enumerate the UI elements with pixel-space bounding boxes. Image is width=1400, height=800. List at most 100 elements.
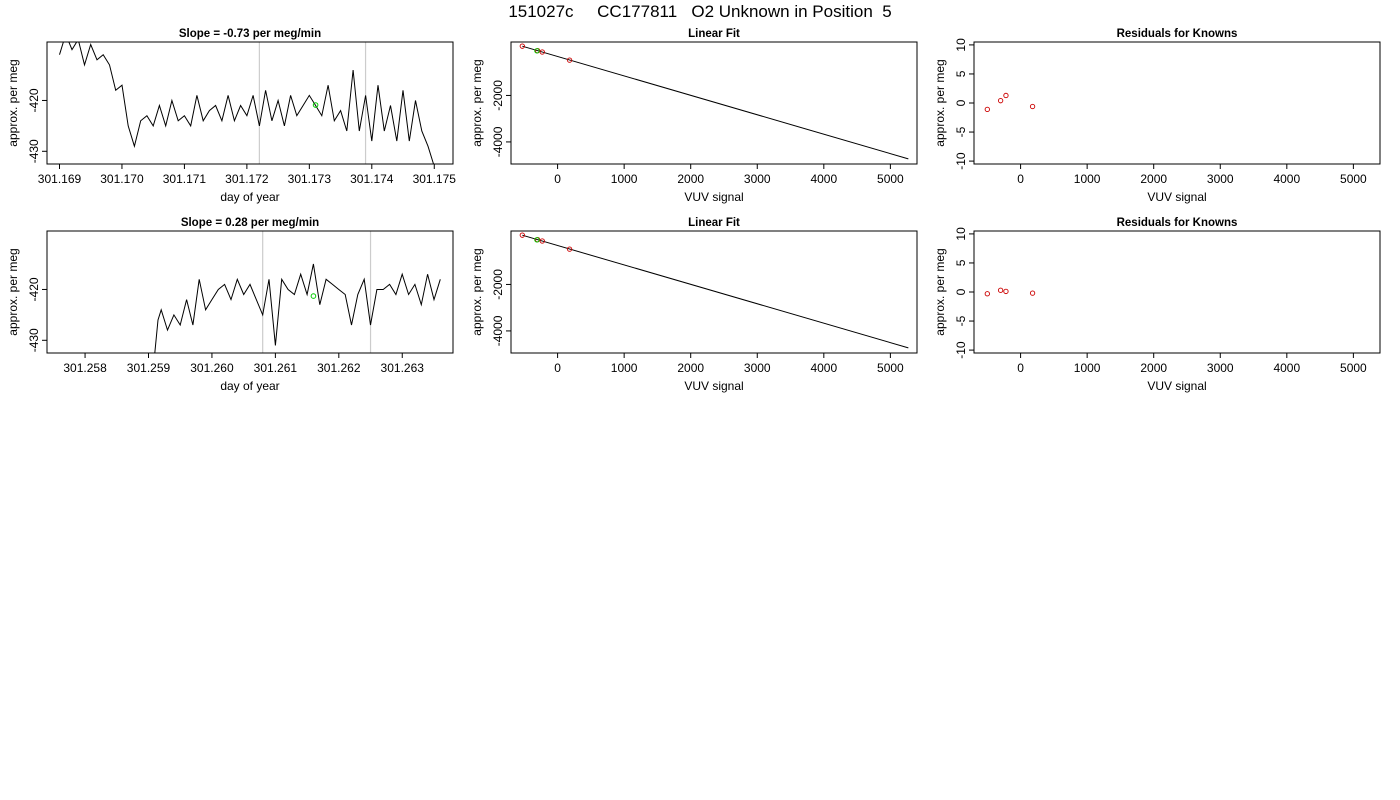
x-axis-label: VUV signal (1147, 190, 1206, 204)
x-axis-label: day of year (220, 190, 279, 204)
y-tick-label: 0 (954, 99, 968, 106)
x-tick-label: 5000 (1340, 361, 1367, 375)
plot-area (984, 287, 1036, 297)
x-tick-label: 1000 (611, 361, 638, 375)
y-tick-label: -5 (954, 126, 968, 137)
y-axis-label: approx. per meg (933, 59, 947, 146)
x-tick-label: 5000 (877, 361, 904, 375)
x-tick-label: 301.172 (225, 172, 269, 186)
known-point (519, 232, 525, 238)
unknown-point (534, 237, 540, 243)
x-tick-label: 0 (554, 361, 561, 375)
fit-line (522, 234, 909, 349)
x-tick-label: 2000 (1140, 361, 1167, 375)
known-point (539, 238, 545, 244)
x-tick-label: 3000 (744, 172, 771, 186)
plot-area (519, 232, 909, 349)
page-title: 151027c CC177811 O2 Unknown in Position … (508, 2, 892, 21)
unknown-point (310, 293, 317, 299)
y-tick-label: -420 (27, 88, 41, 112)
y-tick-label: -10 (954, 341, 968, 359)
known-point (1029, 103, 1036, 110)
known-point (566, 57, 573, 63)
x-tick-label: 301.258 (63, 361, 107, 375)
panel-title: Residuals for Knowns (1117, 28, 1238, 40)
x-tick-label: 301.259 (127, 361, 171, 375)
x-tick-label: 0 (1017, 361, 1024, 375)
panel-fit2: Linear Fit 0 1000 2000 3000 4000 5000 -2000 -400… (470, 217, 918, 393)
y-tick-label: 10 (954, 38, 968, 52)
y-tick-label: -2000 (491, 80, 505, 111)
known-point (1003, 288, 1009, 295)
panel-ts2: Slope = 0.28 per meg/min 301.258 301.259 30… (6, 217, 454, 393)
plot-area (519, 43, 909, 160)
y-tick-label: -10 (954, 152, 968, 170)
panel-title: Linear Fit (688, 28, 740, 40)
x-tick-label: 5000 (1340, 172, 1367, 186)
panel-title: Slope = 0.28 per meg/min (181, 217, 319, 229)
x-tick-label: 3000 (1207, 361, 1234, 375)
y-axis-label: approx. per meg (6, 59, 20, 146)
x-tick-label: 1000 (1074, 172, 1101, 186)
known-point (997, 287, 1004, 293)
known-point (1029, 290, 1036, 296)
x-tick-label: 301.174 (350, 172, 394, 186)
x-tick-label: 301.169 (38, 172, 82, 186)
plot-area (59, 42, 435, 164)
series-line (47, 263, 441, 353)
y-axis-label: approx. per meg (6, 248, 20, 335)
panel-title: Linear Fit (688, 217, 740, 229)
y-tick-label: -4000 (491, 126, 505, 157)
panel-title: Residuals for Knowns (1117, 217, 1238, 229)
x-tick-label: 3000 (1207, 172, 1234, 186)
plot-frame (510, 41, 918, 165)
panel-res1: Residuals for Knowns 0 1000 2000 3000 4000 500… (933, 28, 1381, 204)
plot-frame (46, 230, 454, 354)
x-tick-label: 301.261 (254, 361, 298, 375)
x-tick-label: 2000 (1140, 172, 1167, 186)
known-point (519, 43, 525, 49)
known-point (984, 106, 990, 113)
y-tick-label: -420 (27, 277, 41, 301)
x-axis-label: VUV signal (684, 190, 743, 204)
y-axis-label: approx. per meg (470, 59, 484, 146)
x-tick-label: 1000 (611, 172, 638, 186)
x-axis-label: VUV signal (684, 379, 743, 393)
y-tick-label: -4000 (491, 315, 505, 346)
panel-fit1: Linear Fit 0 1000 2000 3000 4000 5000 -2000 -400… (470, 28, 918, 204)
known-point (539, 49, 545, 55)
y-tick-label: -5 (954, 315, 968, 326)
unknown-point (312, 102, 319, 108)
panel-title: Slope = -0.73 per meg/min (179, 28, 321, 40)
fit-line (522, 45, 909, 160)
x-tick-label: 4000 (810, 172, 837, 186)
plot-frame (46, 41, 454, 165)
y-tick-label: 5 (954, 70, 968, 77)
y-tick-label: 0 (954, 288, 968, 295)
x-tick-label: 301.173 (288, 172, 332, 186)
plot-area (47, 231, 441, 353)
x-tick-label: 5000 (877, 172, 904, 186)
x-tick-label: 301.175 (413, 172, 457, 186)
y-tick-label: -430 (27, 328, 41, 352)
x-tick-label: 2000 (677, 172, 704, 186)
y-axis-label: approx. per meg (933, 248, 947, 335)
unknown-point (534, 48, 540, 54)
x-tick-label: 301.171 (163, 172, 207, 186)
panel-ts1: Slope = -0.73 per meg/min 301.169 301.170 3… (6, 28, 456, 204)
y-axis-label: approx. per meg (470, 248, 484, 335)
plot-frame (973, 41, 1381, 165)
x-tick-label: 4000 (1273, 172, 1300, 186)
x-tick-label: 301.170 (100, 172, 144, 186)
x-axis-label: VUV signal (1147, 379, 1206, 393)
x-tick-label: 2000 (677, 361, 704, 375)
x-tick-label: 4000 (1273, 361, 1300, 375)
x-tick-label: 0 (554, 172, 561, 186)
y-tick-label: 5 (954, 259, 968, 266)
plot-frame (510, 230, 918, 354)
known-point (997, 98, 1004, 104)
series-line (59, 42, 435, 164)
y-tick-label: 10 (954, 227, 968, 241)
plot-area (984, 92, 1036, 113)
